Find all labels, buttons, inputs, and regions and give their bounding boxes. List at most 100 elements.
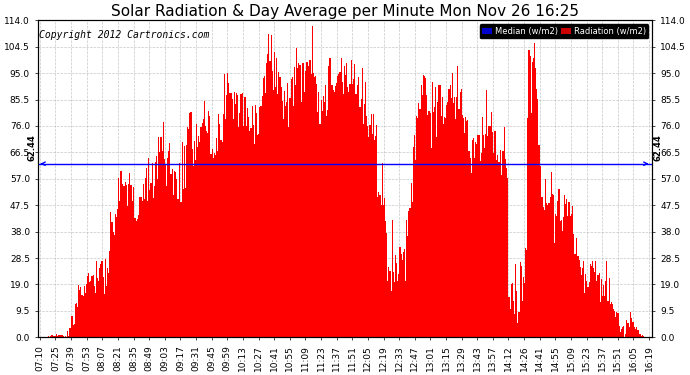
Bar [198, 136, 199, 338]
Bar [298, 63, 299, 338]
Bar [432, 81, 433, 338]
Bar [155, 162, 156, 338]
Bar [483, 135, 484, 338]
Bar [575, 254, 576, 338]
Bar [149, 190, 150, 338]
Bar [309, 60, 310, 338]
Bar [427, 115, 428, 338]
Bar [187, 128, 188, 338]
Bar [135, 217, 136, 338]
Bar [388, 267, 389, 338]
Bar [451, 98, 452, 338]
Bar [76, 303, 77, 338]
Bar [257, 135, 258, 338]
Bar [68, 336, 69, 338]
Bar [305, 71, 306, 338]
Bar [448, 88, 449, 338]
Bar [551, 172, 552, 338]
Bar [349, 84, 351, 338]
Bar [129, 173, 130, 338]
Bar [389, 270, 391, 338]
Bar [558, 189, 560, 338]
Bar [170, 174, 172, 338]
Bar [620, 332, 621, 338]
Bar [121, 184, 123, 338]
Bar [625, 333, 627, 338]
Bar [67, 331, 68, 338]
Bar [272, 71, 273, 338]
Bar [415, 159, 416, 338]
Bar [315, 75, 316, 338]
Bar [346, 63, 347, 338]
Bar [210, 154, 212, 338]
Bar [643, 336, 644, 338]
Bar [447, 102, 448, 338]
Bar [286, 102, 287, 338]
Bar [532, 62, 533, 338]
Bar [319, 124, 321, 338]
Bar [386, 232, 387, 338]
Bar [570, 216, 571, 338]
Bar [139, 197, 140, 338]
Bar [239, 113, 241, 338]
Bar [193, 166, 194, 338]
Bar [384, 198, 385, 338]
Bar [446, 105, 447, 338]
Bar [232, 99, 233, 338]
Bar [365, 82, 366, 338]
Bar [304, 92, 305, 338]
Bar [96, 261, 97, 338]
Bar [604, 296, 605, 338]
Bar [462, 115, 463, 338]
Bar [437, 102, 438, 338]
Bar [217, 151, 218, 338]
Bar [227, 73, 228, 338]
Bar [605, 281, 607, 338]
Bar [642, 335, 643, 338]
Bar [602, 296, 603, 338]
Bar [489, 126, 491, 338]
Bar [465, 117, 466, 338]
Bar [381, 205, 382, 338]
Bar [237, 95, 238, 338]
Bar [640, 334, 641, 338]
Bar [574, 254, 575, 338]
Bar [584, 293, 585, 338]
Bar [308, 66, 309, 338]
Bar [355, 94, 356, 338]
Bar [627, 323, 629, 338]
Bar [325, 85, 326, 338]
Bar [414, 135, 415, 338]
Bar [580, 267, 581, 338]
Bar [120, 171, 121, 338]
Bar [504, 127, 505, 338]
Bar [194, 141, 195, 338]
Bar [192, 149, 193, 338]
Bar [181, 142, 183, 338]
Bar [195, 160, 196, 338]
Bar [544, 210, 545, 338]
Bar [264, 76, 265, 338]
Bar [455, 118, 456, 338]
Bar [613, 309, 614, 338]
Bar [600, 302, 601, 338]
Bar [492, 132, 493, 338]
Bar [48, 336, 49, 338]
Bar [70, 328, 72, 338]
Bar [363, 124, 364, 338]
Bar [49, 337, 50, 338]
Bar [467, 120, 469, 338]
Bar [146, 168, 147, 338]
Bar [50, 336, 52, 338]
Bar [485, 134, 486, 338]
Bar [338, 74, 339, 338]
Bar [418, 103, 420, 338]
Bar [81, 295, 83, 338]
Bar [453, 103, 454, 338]
Bar [442, 98, 443, 338]
Bar [433, 112, 434, 338]
Bar [60, 335, 61, 338]
Bar [247, 108, 248, 338]
Bar [445, 118, 446, 338]
Bar [546, 203, 547, 338]
